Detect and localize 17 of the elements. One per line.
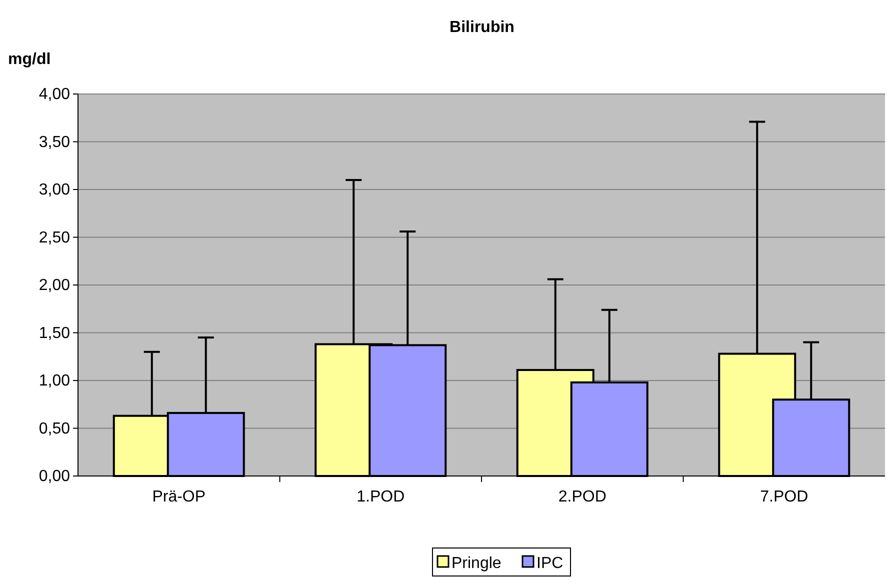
y-axis-title: mg/dl [8,51,51,68]
y-tick-label: 2,50 [38,229,70,246]
y-tick-label: 3,00 [38,182,70,199]
x-tick-label: 7.POD [760,488,808,506]
chart-title: Bilirubin [450,19,514,36]
y-tick-label: 0,00 [38,468,70,486]
legend-label: IPC [536,555,564,572]
x-tick-label: 2.POD [558,488,606,506]
legend-label: Pringle [452,555,502,572]
y-tick-label: 0,50 [38,420,70,438]
y-tick-label: 1,50 [38,324,70,342]
y-tick-label: 3,50 [38,134,70,151]
y-tick-label: 2,00 [38,277,70,294]
x-tick-label: Prä-OP [152,488,206,506]
y-tick-label: 1,00 [38,372,70,390]
x-tick-label: 1.POD [356,488,405,506]
y-tick-label: 4,00 [38,86,70,104]
